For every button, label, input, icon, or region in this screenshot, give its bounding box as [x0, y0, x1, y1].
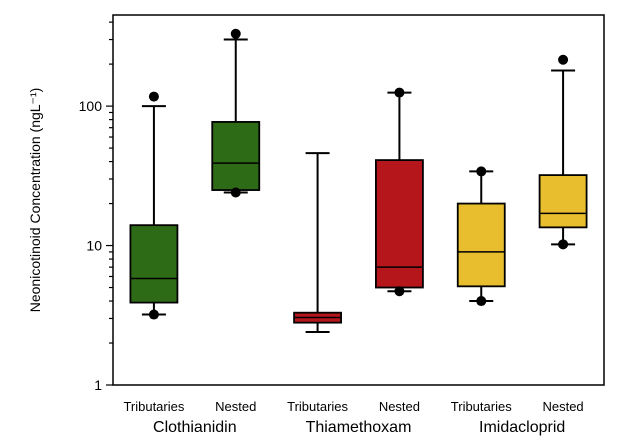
outlier-point [476, 166, 487, 177]
box-imidacloprid-nested [538, 54, 588, 250]
box-thiamethoxam-tributaries [293, 152, 342, 333]
outlier-point [476, 296, 487, 307]
x-tick-label: Tributaries [451, 399, 512, 414]
outlier-point [558, 239, 569, 250]
plot-frame [112, 14, 605, 386]
group-label: Thiamethoxam [306, 419, 412, 436]
box-body [456, 202, 506, 288]
x-tick-label: Tributaries [123, 399, 184, 414]
y-axis: 1 10 100 [79, 21, 113, 393]
x-tick-label: Nested [542, 399, 583, 414]
box-body [211, 121, 261, 191]
y-tick-label: 100 [79, 98, 103, 114]
group-label: Clothianidin [153, 419, 237, 436]
boxplot-series [129, 28, 588, 333]
x-tick-label: Tributaries [287, 399, 348, 414]
y-tick-label: 10 [86, 238, 102, 254]
outlier-point [394, 87, 405, 98]
x-tick-label: Nested [215, 399, 256, 414]
box-body [538, 174, 588, 229]
group-label: Imidacloprid [479, 419, 565, 436]
x-tick-label: Nested [379, 399, 420, 414]
box-clothianidin-tributaries [129, 91, 179, 320]
x-axis-labels: Tributaries Nested Tributaries Nested Tribut… [123, 399, 583, 436]
outlier-point [558, 54, 569, 65]
y-axis-label: Neonicotinoid Concentration (ngL⁻¹) [27, 88, 43, 313]
box-body [375, 159, 424, 289]
y-tick-label: 1 [94, 377, 102, 393]
outlier-point [148, 91, 159, 102]
box-thiamethoxam-nested [375, 87, 424, 297]
outlier-point [230, 187, 241, 198]
box-clothianidin-nested [211, 28, 261, 198]
outlier-point [394, 286, 405, 297]
box-imidacloprid-tributaries [456, 166, 506, 307]
box-body [129, 224, 179, 304]
outlier-point [148, 309, 159, 320]
outlier-point [230, 28, 241, 39]
